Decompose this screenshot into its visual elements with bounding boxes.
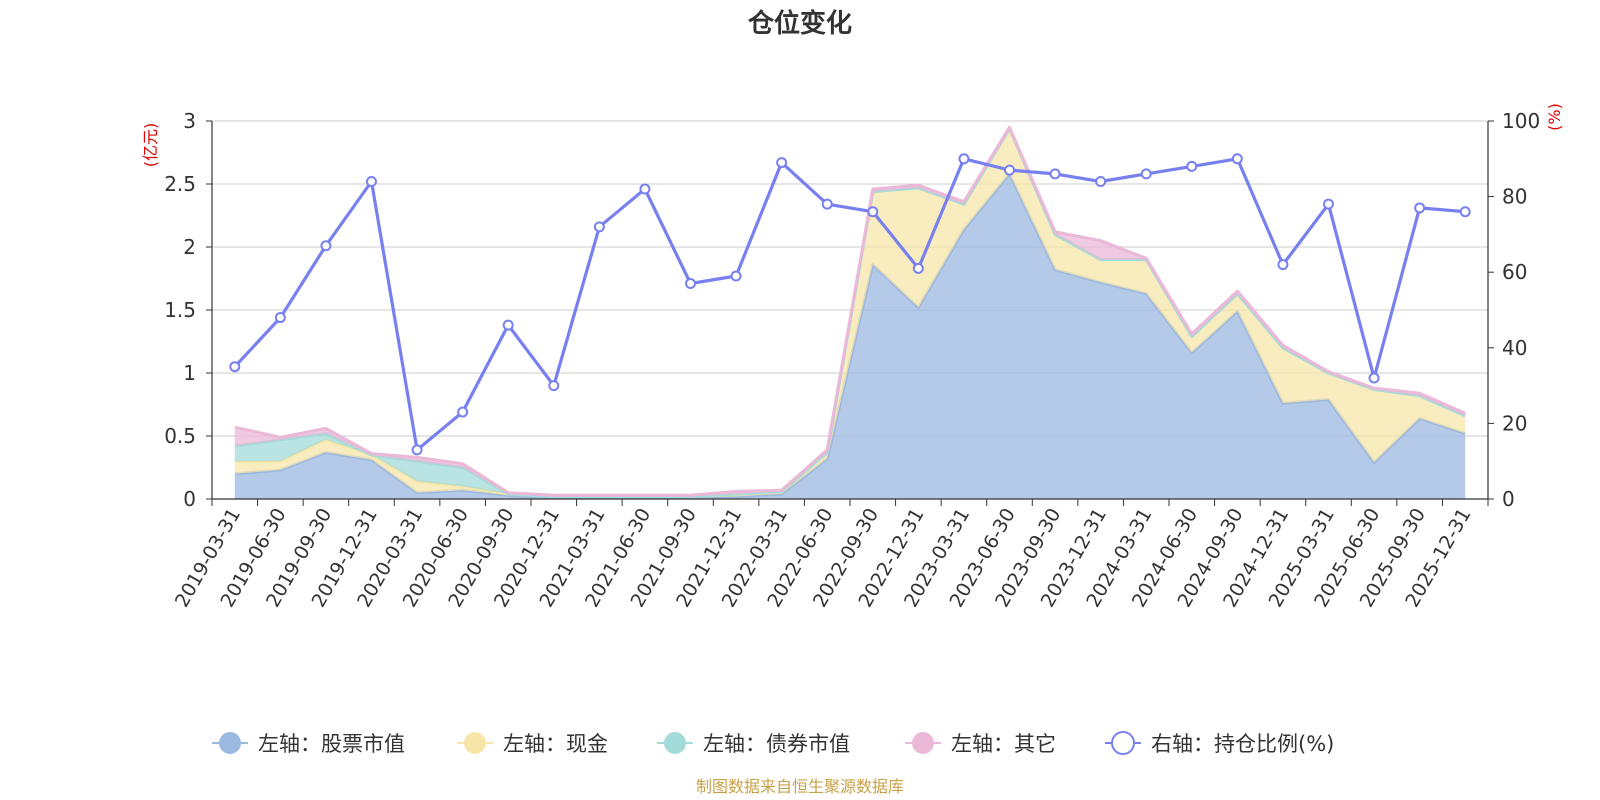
ratio-point (1277, 259, 1289, 271)
legend-marker (1111, 731, 1135, 755)
area-series-1 (234, 128, 1466, 498)
right-tick-label: 20 (1502, 411, 1527, 435)
stacked-areas (234, 125, 1466, 500)
ratio-point (320, 240, 332, 252)
ratio-point (1004, 164, 1015, 176)
left-tick-label: 0.5 (164, 424, 196, 448)
legend-label: 左轴：债券市值 (703, 732, 850, 756)
left-tick-label: 2 (183, 235, 196, 259)
ratio-point (821, 198, 833, 210)
left-tick-label: 2.5 (164, 172, 196, 196)
legend-marker (219, 732, 241, 754)
left-tick-label: 1.5 (164, 298, 196, 322)
right-tick-label: 80 (1502, 185, 1527, 209)
left-axis-unit: (亿元) (141, 123, 160, 168)
ratio-point (1459, 206, 1471, 218)
ratio-point (730, 270, 742, 282)
legend-label: 右轴：持仓比例(%) (1151, 732, 1334, 756)
right-tick-label: 100 (1502, 109, 1540, 133)
left-tick-label: 3 (183, 109, 196, 133)
left-tick-label: 1 (183, 361, 196, 385)
area-series-0 (234, 173, 1466, 499)
ratio-point (1414, 202, 1426, 214)
right-axis-unit: (%) (1545, 103, 1564, 131)
ratio-point (457, 406, 469, 418)
ratio-point (548, 380, 560, 392)
ratio-point (274, 312, 286, 324)
ratio-point (1323, 198, 1334, 210)
chart-title: 仓位变化 (747, 8, 852, 39)
ratio-point (502, 319, 514, 331)
ratio-point (366, 175, 377, 187)
legend-label: 左轴：其它 (951, 732, 1056, 756)
ratio-point (958, 153, 970, 165)
legend: 左轴：股票市值 左轴：现金 左轴：债券市值 左轴：其它 右轴：持仓比例(%) (212, 731, 1334, 756)
legend-label: 左轴：现金 (503, 732, 608, 756)
right-tick-label: 60 (1502, 260, 1527, 284)
legend-label: 左轴：股票市值 (258, 732, 405, 756)
legend-marker (664, 732, 686, 754)
ratio-line-path (233, 157, 1466, 452)
ratio-point (593, 221, 605, 233)
ratio-point (1049, 168, 1061, 180)
ratio-point (1186, 160, 1198, 172)
area-edge-series-3 (234, 125, 1466, 497)
ratio-point (639, 183, 651, 195)
ratio-point (1095, 175, 1107, 187)
ratio-line (229, 153, 1471, 456)
ratio-point (685, 278, 696, 290)
ratio-point (867, 206, 879, 218)
ratio-point (1140, 168, 1152, 180)
ratio-point (776, 157, 788, 169)
right-tick-label: 40 (1502, 336, 1527, 360)
ratio-point (1368, 372, 1380, 384)
ratio-point (912, 262, 924, 274)
ratio-point (411, 444, 423, 456)
legend-marker (912, 732, 934, 754)
right-tick-label: 0 (1502, 487, 1515, 511)
legend-marker (464, 732, 486, 754)
left-tick-label: 0 (183, 487, 196, 511)
data-source-note: 制图数据来自恒生聚源数据库 (696, 777, 904, 796)
ratio-point (229, 361, 241, 373)
ratio-point (1231, 153, 1243, 165)
